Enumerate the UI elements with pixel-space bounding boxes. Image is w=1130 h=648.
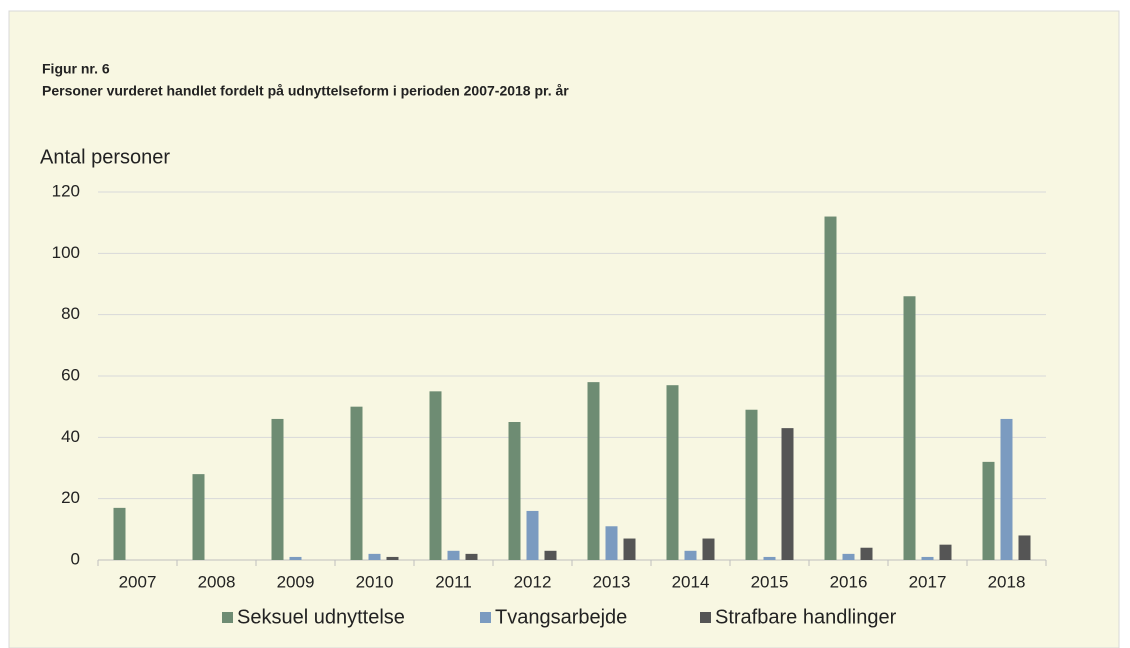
bar: [386, 556, 399, 560]
x-tick-label: 2010: [356, 572, 394, 591]
bar: [921, 556, 934, 560]
bar: [447, 550, 460, 560]
x-tick-label: 2016: [830, 572, 868, 591]
bar: [666, 385, 679, 560]
bar: [368, 553, 381, 560]
legend-label: Tvangsarbejde: [495, 606, 627, 628]
bar: [824, 216, 837, 561]
x-tick-label: 2007: [119, 572, 157, 591]
bar: [745, 409, 758, 560]
legend-swatch: [480, 612, 491, 623]
bar: [289, 556, 302, 560]
bar: [587, 382, 600, 560]
bar: [1018, 535, 1031, 560]
x-tick-label: 2015: [751, 572, 789, 591]
y-tick-label: 60: [61, 365, 80, 384]
x-tick-label: 2013: [593, 572, 631, 591]
y-tick-label: 40: [61, 427, 80, 446]
bar: [1000, 418, 1013, 560]
bar: [526, 510, 539, 560]
bar: [465, 553, 478, 560]
x-tick-label: 2017: [909, 572, 947, 591]
y-axis-label: Antal personer: [40, 146, 170, 168]
y-tick-label: 0: [71, 549, 80, 568]
legend-label: Strafbare handlinger: [715, 606, 897, 628]
x-tick-label: 2014: [672, 572, 710, 591]
x-tick-label: 2011: [435, 572, 472, 591]
bar: [429, 391, 442, 560]
x-tick-label: 2008: [198, 572, 236, 591]
bar: [350, 406, 363, 560]
background: [8, 10, 1120, 648]
bar: [702, 538, 715, 560]
x-tick-label: 2012: [514, 572, 552, 591]
y-tick-label: 100: [52, 243, 80, 262]
bar: [623, 538, 636, 560]
y-tick-label: 80: [61, 304, 80, 323]
bar: [544, 550, 557, 560]
x-tick-label: 2009: [277, 572, 315, 591]
y-tick-label: 120: [52, 181, 80, 200]
bar: [508, 422, 521, 560]
bar: [860, 547, 873, 560]
bar: [271, 418, 284, 560]
bar: [982, 461, 995, 560]
bar: [605, 526, 618, 560]
legend-label: Seksuel udnyttelse: [237, 606, 405, 628]
chart-subtitle: Personer vurderet handlet fordelt på udn…: [42, 83, 569, 99]
legend-swatch: [222, 612, 233, 623]
chart-title: Figur nr. 6: [42, 61, 110, 77]
bar: [684, 550, 697, 560]
bar: [113, 507, 126, 560]
bar: [763, 556, 776, 560]
x-tick-label: 2018: [988, 572, 1026, 591]
legend-swatch: [700, 612, 711, 623]
bar: [842, 553, 855, 560]
bar: [192, 474, 205, 560]
bar: [903, 296, 916, 560]
y-tick-label: 20: [61, 488, 80, 507]
bar: [781, 428, 794, 560]
bar: [939, 544, 952, 560]
